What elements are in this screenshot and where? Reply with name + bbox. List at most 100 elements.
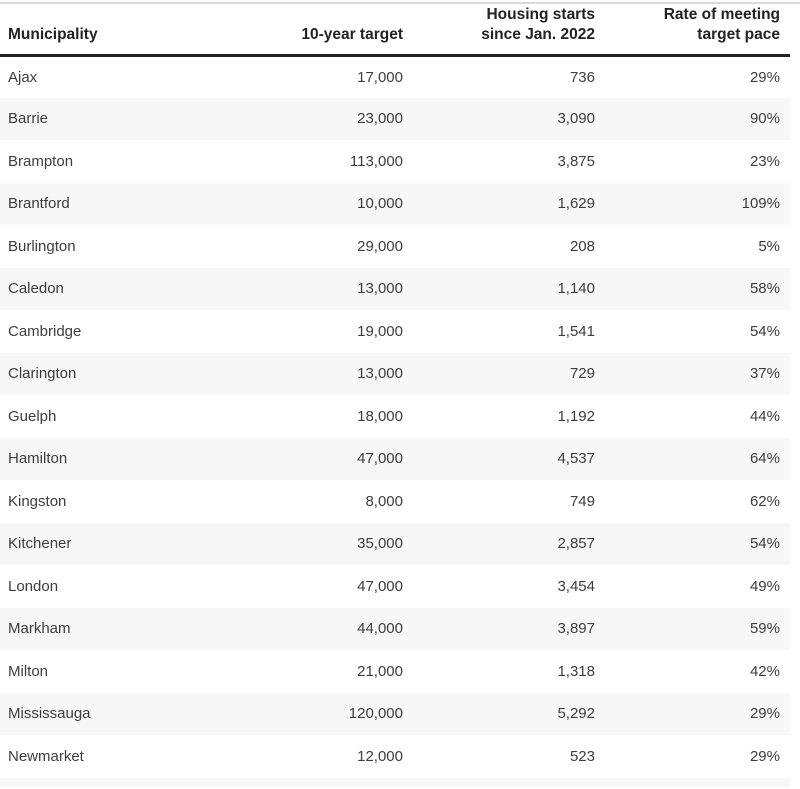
- cell-rate: 54%: [749, 322, 780, 340]
- cell-rate: 109%: [741, 195, 780, 213]
- cell-ten-year-target: 17,000: [357, 68, 403, 86]
- cell-municipality: Burlington: [8, 237, 76, 255]
- cell-municipality: Caledon: [8, 280, 64, 298]
- table-row: Cambridge 19,000 1,541 54%: [0, 310, 790, 353]
- table-row: Markham 44,000 3,897 59%: [0, 607, 790, 650]
- column-header-line: target pace: [697, 25, 780, 43]
- cell-housing-starts: 3,454: [557, 577, 595, 595]
- table-row: Guelph 18,000 1,192 44%: [0, 395, 790, 438]
- cell-ten-year-target: 21,000: [357, 662, 403, 680]
- cell-municipality: Markham: [8, 620, 71, 638]
- cell-municipality: Guelph: [8, 407, 57, 425]
- cell-rate: 58%: [749, 280, 780, 298]
- cell-housing-starts: 1,629: [557, 195, 595, 213]
- cell-municipality: Ajax: [8, 68, 38, 86]
- cell-rate: 54%: [749, 535, 780, 553]
- cell-housing-starts: 1,140: [557, 280, 595, 298]
- cell-rate: 23%: [749, 152, 780, 170]
- cell-ten-year-target: 35,000: [357, 535, 403, 553]
- table-row: Burlington 29,000 208 5%: [0, 225, 790, 268]
- cell-housing-starts: 4,537: [557, 450, 595, 468]
- cell-rate: 90%: [749, 110, 780, 128]
- cell-housing-starts: 1,192: [557, 407, 595, 425]
- cell-municipality: Barrie: [8, 110, 49, 128]
- table-row: Newmarket 12,000 523 29%: [0, 735, 790, 778]
- cell-rate: 29%: [749, 705, 780, 723]
- cell-municipality: Hamilton: [8, 450, 68, 468]
- cell-rate: 29%: [749, 747, 780, 765]
- cell-housing-starts: 1,541: [557, 322, 595, 340]
- top-divider: [0, 2, 800, 4]
- cell-housing-starts: 2,857: [557, 535, 595, 553]
- cell-ten-year-target: 47,000: [357, 577, 403, 595]
- table-head: Municipality 10-year target Housing starts…: [0, 4, 790, 57]
- cell-ten-year-target: 12,000: [357, 747, 403, 765]
- cell-municipality: Mississauga: [8, 705, 91, 723]
- table-row: Clarington 13,000 729 37%: [0, 352, 790, 395]
- column-header-line: since Jan. 2022: [481, 25, 595, 43]
- partial-next-row: [0, 777, 790, 787]
- cell-rate: 64%: [749, 450, 780, 468]
- cell-ten-year-target: 29,000: [357, 237, 403, 255]
- cell-housing-starts: 5,292: [557, 705, 595, 723]
- cell-municipality: Brampton: [8, 152, 74, 170]
- table-row: Brampton 113,000 3,875 23%: [0, 140, 790, 183]
- housing-targets-table: Municipality 10-year target Housing starts…: [0, 4, 790, 778]
- column-header-line: 10-year target: [301, 25, 403, 43]
- cell-ten-year-target: 47,000: [357, 450, 403, 468]
- cell-ten-year-target: 19,000: [357, 322, 403, 340]
- cell-rate: 5%: [758, 237, 780, 255]
- cell-housing-starts: 3,897: [557, 620, 595, 638]
- column-header-line: Municipality: [8, 25, 98, 43]
- cell-rate: 37%: [749, 365, 780, 383]
- column-header-housing-starts: Housing starts since Jan. 2022: [403, 4, 595, 57]
- table-row: Kitchener 35,000 2,857 54%: [0, 522, 790, 565]
- cell-municipality: Kitchener: [8, 535, 72, 553]
- cell-ten-year-target: 10,000: [357, 195, 403, 213]
- column-header-line: Rate of meeting: [663, 5, 780, 23]
- cell-rate: 59%: [749, 620, 780, 638]
- cell-rate: 49%: [749, 577, 780, 595]
- cell-municipality: Brantford: [8, 195, 70, 213]
- cell-housing-starts: 1,318: [557, 662, 595, 680]
- cell-municipality: Milton: [8, 662, 49, 680]
- table-row: London 47,000 3,454 49%: [0, 565, 790, 608]
- table-row: Kingston 8,000 749 62%: [0, 480, 790, 523]
- cell-municipality: Clarington: [8, 365, 77, 383]
- cell-municipality: Newmarket: [8, 747, 84, 765]
- cell-ten-year-target: 13,000: [357, 365, 403, 383]
- table-body: Ajax 17,000 736 29% Barrie 23,000 3,090 90% Bram…: [0, 55, 790, 778]
- cell-municipality: Cambridge: [8, 322, 82, 340]
- cell-housing-starts: 523: [569, 747, 595, 765]
- table-row: Caledon 13,000 1,140 58%: [0, 267, 790, 310]
- column-header-line: Housing starts: [486, 5, 595, 23]
- cell-ten-year-target: 13,000: [357, 280, 403, 298]
- cell-housing-starts: 729: [569, 365, 595, 383]
- cell-housing-starts: 208: [569, 237, 595, 255]
- cell-housing-starts: 749: [569, 492, 595, 510]
- cell-ten-year-target: 44,000: [357, 620, 403, 638]
- cell-municipality: Kingston: [8, 492, 67, 510]
- cell-housing-starts: 736: [569, 68, 595, 86]
- cell-rate: 44%: [749, 407, 780, 425]
- cell-ten-year-target: 8,000: [365, 492, 403, 510]
- cell-ten-year-target: 120,000: [348, 705, 403, 723]
- column-header-ten-year-target: 10-year target: [258, 4, 403, 57]
- cell-ten-year-target: 18,000: [357, 407, 403, 425]
- table-row: Ajax 17,000 736 29%: [0, 55, 790, 98]
- table-row: Brantford 10,000 1,629 109%: [0, 182, 790, 225]
- cell-municipality: London: [8, 577, 59, 595]
- cell-rate: 29%: [749, 68, 780, 86]
- cell-ten-year-target: 23,000: [357, 110, 403, 128]
- column-header-rate: Rate of meeting target pace: [595, 4, 790, 57]
- cell-ten-year-target: 113,000: [349, 152, 403, 170]
- cell-housing-starts: 3,875: [557, 152, 595, 170]
- column-header-municipality: Municipality: [0, 4, 258, 57]
- table-row: Milton 21,000 1,318 42%: [0, 650, 790, 693]
- cell-rate: 42%: [749, 662, 780, 680]
- table-header-row: Municipality 10-year target Housing starts…: [0, 4, 790, 57]
- table-row: Barrie 23,000 3,090 90%: [0, 97, 790, 140]
- table-row: Hamilton 47,000 4,537 64%: [0, 437, 790, 480]
- cell-rate: 62%: [749, 492, 780, 510]
